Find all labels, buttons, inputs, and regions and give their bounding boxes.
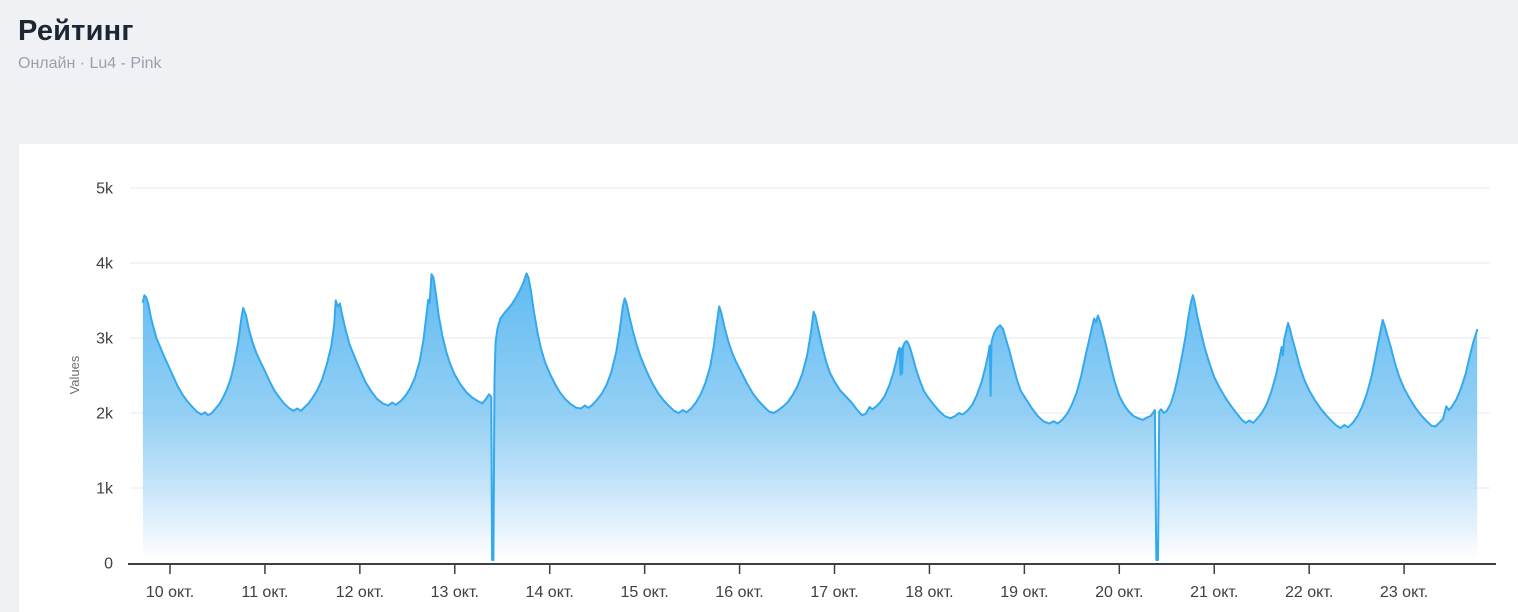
area-fill <box>142 273 1478 563</box>
x-tick-label: 22 окт. <box>1285 584 1333 601</box>
page-subtitle: Онлайн · Lu4 - Pink <box>18 55 162 72</box>
area-line <box>141 272 1479 561</box>
x-tick-label: 20 окт. <box>1095 584 1143 601</box>
page-title: Рейтинг <box>18 15 134 47</box>
x-axis: 10 окт. 11 окт. 12 окт. 13 окт. 14 окт. 15 ок… <box>128 563 1496 601</box>
x-tick-label: 23 окт. <box>1380 584 1428 601</box>
header: Рейтинг Онлайн · Lu4 - Pink <box>18 14 162 73</box>
x-tick-label: 10 окт. <box>146 584 194 601</box>
y-tick-label: 1k <box>96 481 114 498</box>
x-tick-label: 11 окт. <box>241 584 288 601</box>
x-tick-label: 19 окт. <box>1000 584 1048 601</box>
x-tick-label: 14 окт. <box>526 584 574 601</box>
x-tick-label: 17 окт. <box>810 584 858 601</box>
x-tick-label: 16 окт. <box>715 584 763 601</box>
y-axis-title: Values <box>67 355 82 394</box>
y-tick-label: 0 <box>104 556 113 573</box>
x-tick-label: 21 окт. <box>1190 584 1238 601</box>
y-tick-label: 2k <box>96 406 114 423</box>
y-axis-labels: 0 1k 2k 3k 4k 5k <box>96 181 114 573</box>
y-tick-label: 4k <box>96 256 114 273</box>
y-tick-label: 5k <box>96 181 114 198</box>
x-tick-label: 12 окт. <box>336 584 384 601</box>
x-tick-label: 13 окт. <box>431 584 479 601</box>
y-tick-label: 3k <box>96 331 114 348</box>
x-tick-label: 18 окт. <box>905 584 953 601</box>
chart-plot-area[interactable] <box>130 188 1490 564</box>
x-tick-label: 15 окт. <box>620 584 668 601</box>
